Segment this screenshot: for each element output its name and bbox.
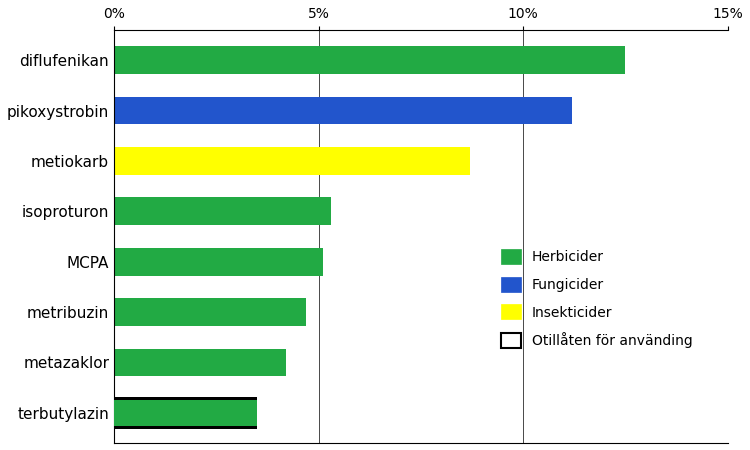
Bar <box>114 298 306 326</box>
Bar <box>114 198 331 225</box>
Legend: Herbicider, Fungicider, Insekticider, Otillåten för använding: Herbicider, Fungicider, Insekticider, Ot… <box>502 249 693 348</box>
Bar <box>114 248 322 275</box>
Bar <box>114 397 257 429</box>
Bar <box>114 400 257 426</box>
Bar <box>114 147 470 175</box>
Bar <box>114 46 626 74</box>
Bar <box>114 349 286 376</box>
Bar <box>114 97 572 125</box>
